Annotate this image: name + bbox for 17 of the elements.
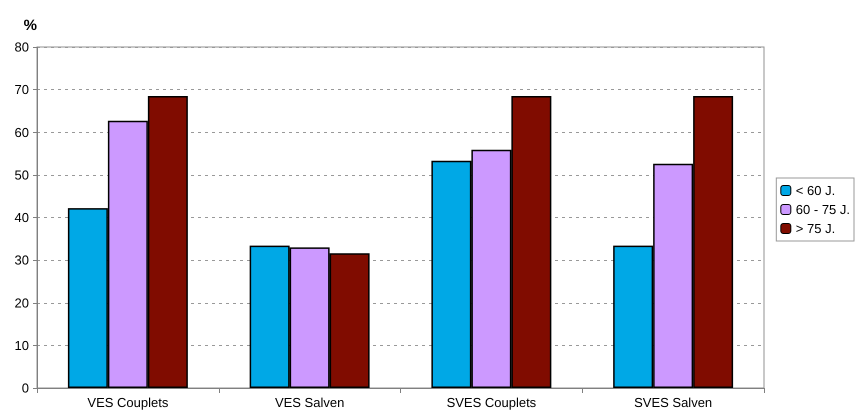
y-tick-label: 70 <box>14 82 29 98</box>
y-tick-label: 10 <box>14 338 29 353</box>
y-tick-label: 30 <box>14 252 29 268</box>
legend-label: < 60 J. <box>796 183 836 198</box>
x-tick-label: VES Salven <box>274 395 344 410</box>
x-tick-label: SVES Couplets <box>446 395 537 410</box>
legend-label: > 75 J. <box>796 221 836 236</box>
y-tick-label: 60 <box>14 124 29 140</box>
legend-label: 60 - 75 J. <box>796 202 850 217</box>
y-tick-label: 80 <box>14 40 29 54</box>
y-tick-label: 20 <box>14 295 29 310</box>
y-tick-label: 40 <box>14 210 29 225</box>
y-tick-label: 0 <box>22 380 29 396</box>
y-axis-title: % <box>24 17 37 34</box>
x-tick-label: SVES Salven <box>634 395 712 410</box>
x-tick-label: VES Couplets <box>87 395 169 410</box>
y-tick-label: 50 <box>14 167 29 182</box>
